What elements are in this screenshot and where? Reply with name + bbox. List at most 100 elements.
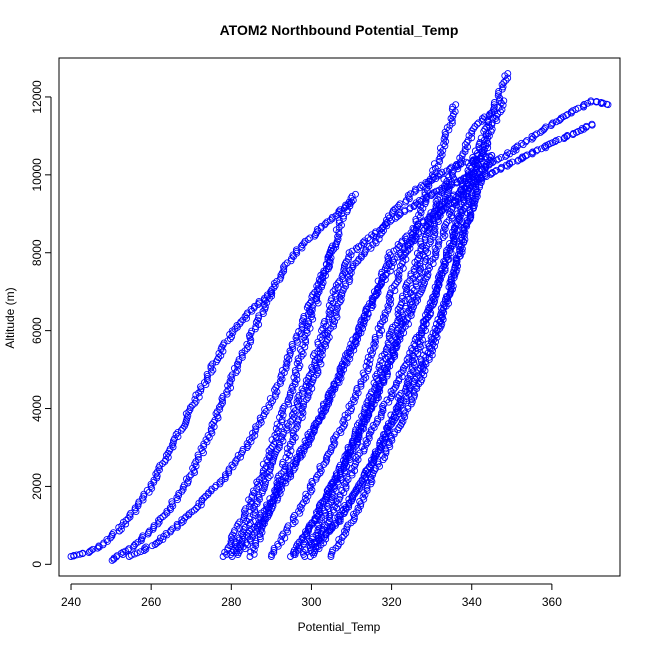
data-point [351,430,359,438]
data-point [403,279,411,287]
x-tick-label: 260 [141,595,161,609]
data-point [266,507,274,515]
data-point [371,450,379,458]
data-point [329,242,336,250]
data-point [275,488,283,495]
data-point [360,376,368,384]
data-point [336,206,344,214]
data-point [404,405,412,412]
data-point [233,455,241,463]
data-point [448,171,456,179]
data-point [342,484,350,492]
data-point [403,360,410,368]
data-point [177,519,185,527]
data-point [405,296,413,303]
data-point [202,381,210,389]
data-point [425,180,433,188]
data-point [476,183,483,191]
x-tick-label: 340 [462,595,482,609]
data-point [251,431,259,439]
data-point [438,151,446,159]
data-point [335,219,343,227]
data-point [337,538,345,546]
data-point [534,146,541,154]
data-point [377,437,384,445]
data-point [226,377,234,385]
data-point [138,494,146,502]
data-point [256,535,264,543]
data-point [429,301,437,309]
data-point [384,339,392,347]
data-point [495,103,503,111]
data-point [304,527,312,535]
data-point [472,186,480,193]
data-point [292,369,299,377]
data-point [280,267,288,275]
data-point [437,149,445,157]
data-point [174,428,182,436]
data-point [219,399,226,407]
data-point [504,70,512,78]
data-point [281,261,289,269]
data-point [388,356,396,364]
data-point [191,399,199,407]
data-point [262,408,270,416]
data-point [363,439,371,446]
data-point [292,548,300,556]
data-point [338,291,346,299]
data-point [580,101,588,108]
data-point [340,212,348,220]
data-point [179,485,187,493]
data-point [324,327,332,335]
data-point [399,253,406,261]
data-point [251,529,258,537]
data-point [253,485,261,493]
data-point [421,191,429,199]
data-point [194,455,202,463]
data-point [338,487,346,494]
data-point [477,152,485,160]
data-point [301,343,309,351]
data-point [378,280,385,288]
data-point [418,376,426,384]
data-point [243,440,251,448]
data-point [549,119,557,127]
data-point [413,382,421,390]
data-point [415,334,423,341]
data-point [464,136,472,144]
data-point [416,273,424,281]
data-point [307,297,315,305]
data-point [422,222,430,229]
data-point [338,507,346,515]
data-point [421,235,429,243]
data-point [303,327,311,335]
data-point [336,371,343,379]
data-point [466,206,474,214]
x-tick-label: 320 [382,595,402,609]
data-point [346,202,354,210]
data-point [297,411,305,419]
data-point [340,416,348,424]
data-point [226,379,234,387]
data-point [279,405,287,412]
data-point [279,407,287,415]
data-point [298,385,306,393]
data-point [360,312,368,320]
data-point [394,317,402,325]
data-point [302,338,310,346]
data-point [342,351,349,359]
data-point [248,531,256,539]
data-point [323,336,331,343]
data-point [203,370,211,378]
data-point [479,116,487,124]
data-point [313,229,320,237]
data-point [369,302,377,309]
data-point [308,478,316,485]
data-point [335,536,343,544]
data-point [445,283,453,291]
data-point [486,110,494,118]
data-point [280,402,288,410]
data-point [328,213,336,221]
x-tick-label: 240 [61,595,81,609]
